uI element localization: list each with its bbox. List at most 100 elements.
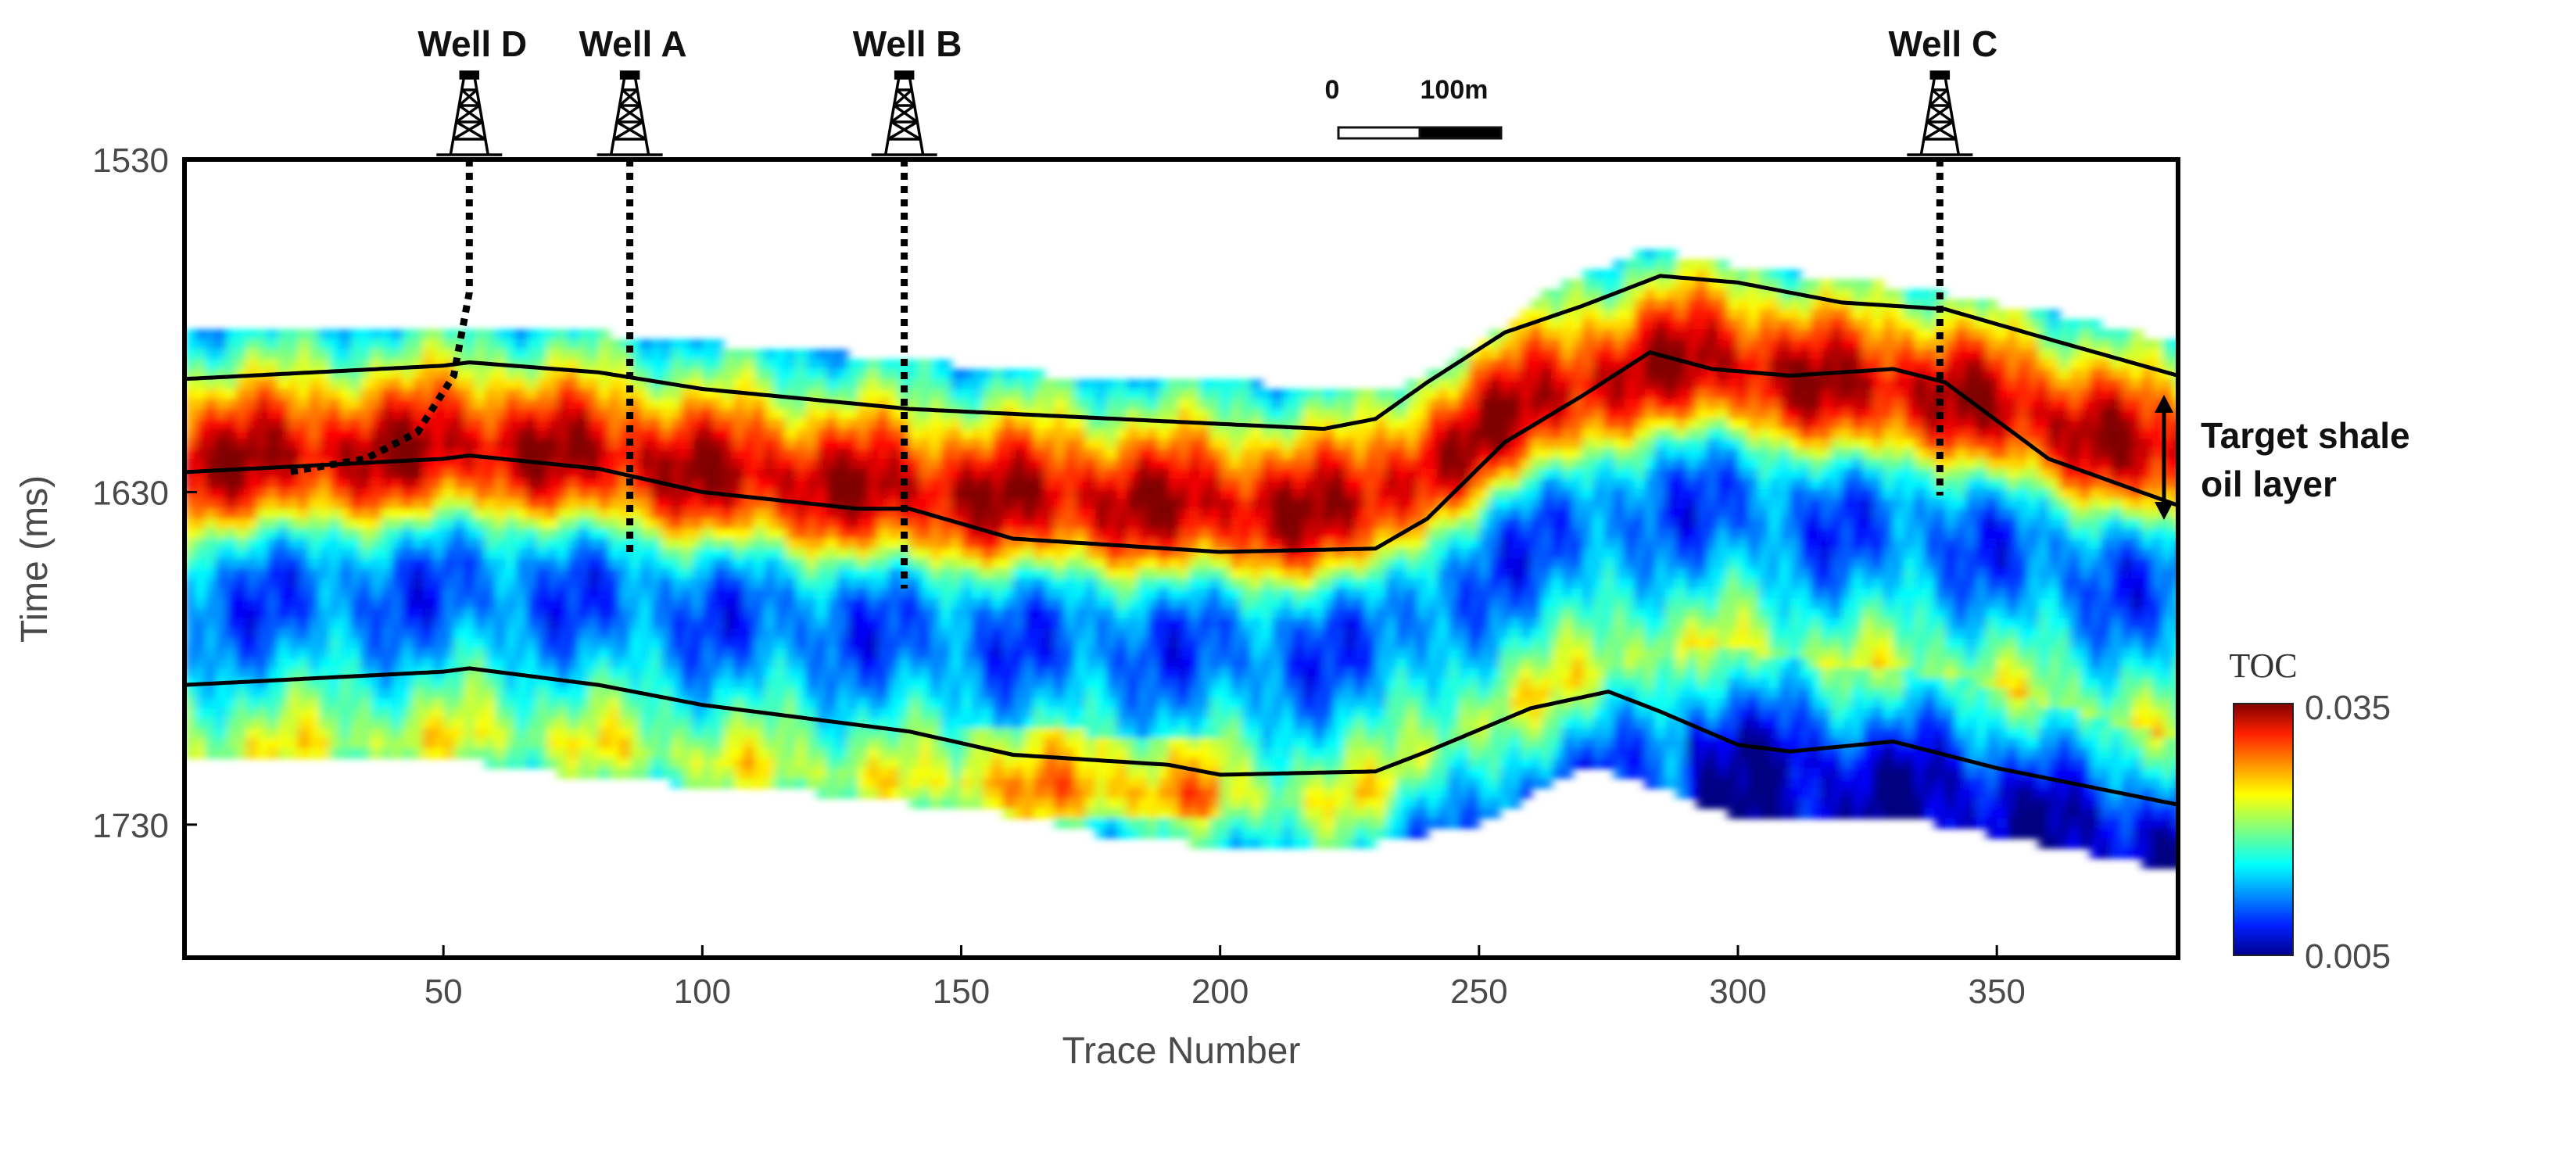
heatmap-cell [453,648,465,660]
heatmap-cell [1075,808,1087,819]
heatmap-cell [805,439,818,450]
heatmap-cell [1209,837,1221,849]
heatmap-cell [432,738,445,750]
heatmap-cell [1137,797,1149,809]
heatmap-cell [1116,818,1128,829]
heatmap-cell [1271,468,1284,480]
heatmap-cell [349,539,362,550]
heatmap-cell [1334,558,1345,570]
heatmap-cell [629,638,641,650]
heatmap-cell [349,508,362,520]
heatmap-cell [557,568,569,580]
heatmap-cell [1261,558,1274,570]
heatmap-cell [1085,468,1097,480]
heatmap-cell [1324,797,1335,809]
heatmap-cell [940,628,952,639]
heatmap-cell [1188,568,1201,580]
heatmap-cell [1271,638,1284,650]
heatmap-cell [1334,409,1345,421]
heatmap-cell [816,439,828,450]
heatmap-cell [185,579,196,589]
heatmap-cell [319,359,331,371]
heatmap-cell [1220,678,1232,690]
heatmap-cell [195,489,206,500]
heatmap-cell [1044,698,1055,710]
heatmap-cell [526,558,538,570]
heatmap-cell [1044,648,1055,660]
heatmap-cell [298,558,310,570]
heatmap-cell [236,579,248,589]
heatmap-cell [1085,389,1097,400]
heatmap-cell [868,418,880,430]
heatmap-cell [185,518,196,530]
heatmap-cell [1282,439,1294,450]
heatmap-cell [1261,588,1274,600]
heatmap-cell [743,349,755,360]
heatmap-cell [339,579,352,589]
heatmap-cell [495,648,507,660]
heatmap-cell [371,378,382,390]
heatmap-cell [1095,598,1108,610]
heatmap-cell [971,628,983,639]
heatmap-cell [1137,698,1149,710]
heatmap-cell [1147,608,1159,620]
heatmap-cell [1230,378,1242,390]
heatmap-cell [578,439,589,450]
heatmap-cell [1034,688,1045,700]
heatmap-cell [1168,478,1180,490]
heatmap-cell [1095,698,1108,710]
heatmap-cell [795,558,807,570]
heatmap-cell [661,728,672,740]
heatmap-cell [1095,668,1108,679]
heatmap-cell [1106,797,1118,809]
heatmap-cell [1116,489,1128,500]
heatmap-cell [205,748,217,759]
heatmap-cell [971,708,983,719]
heatmap-cell [546,399,558,410]
heatmap-cell [329,349,341,360]
heatmap-cell [278,608,289,620]
heatmap-cell [391,478,403,490]
heatmap-cell [847,558,859,570]
heatmap-cell [391,638,403,650]
heatmap-cell [1209,638,1221,650]
heatmap-cell [878,458,890,470]
heatmap-cell [360,588,372,600]
heatmap-cell [568,418,579,430]
heatmap-cell [432,539,445,550]
heatmap-cell [982,718,994,729]
heatmap-cell [1106,618,1118,630]
heatmap-cell [868,658,880,670]
heatmap-cell [1168,818,1180,829]
heatmap-cell [888,369,901,380]
heatmap-cell [951,658,962,670]
heatmap-cell [1002,378,1014,390]
heatmap-cell [485,369,496,380]
heatmap-cell [702,768,714,779]
heatmap-cell [422,638,435,650]
heatmap-cell [982,539,994,550]
heatmap-cell [568,389,579,400]
heatmap-cell [837,409,848,421]
heatmap-cell [360,389,372,400]
heatmap-cell [764,588,776,600]
heatmap-cell [402,539,414,550]
heatmap-cell [474,708,486,719]
heatmap-cell [919,359,931,371]
heatmap-cell [1292,528,1304,540]
heatmap-cell [650,548,662,560]
heatmap-cell [474,369,486,380]
heatmap-cell [349,718,362,729]
heatmap-cell [951,668,962,679]
heatmap-cell [432,528,445,540]
heatmap-cell [764,618,776,630]
heatmap-cell [671,718,683,729]
heatmap-cell [940,648,952,660]
heatmap-cell [1147,678,1159,690]
heatmap-cell [267,498,279,510]
heatmap-cell [319,539,331,550]
heatmap-cell [1230,449,1242,460]
heatmap-cell [1313,748,1325,759]
heatmap-cell [1178,688,1191,700]
heatmap-cell [1334,828,1345,840]
